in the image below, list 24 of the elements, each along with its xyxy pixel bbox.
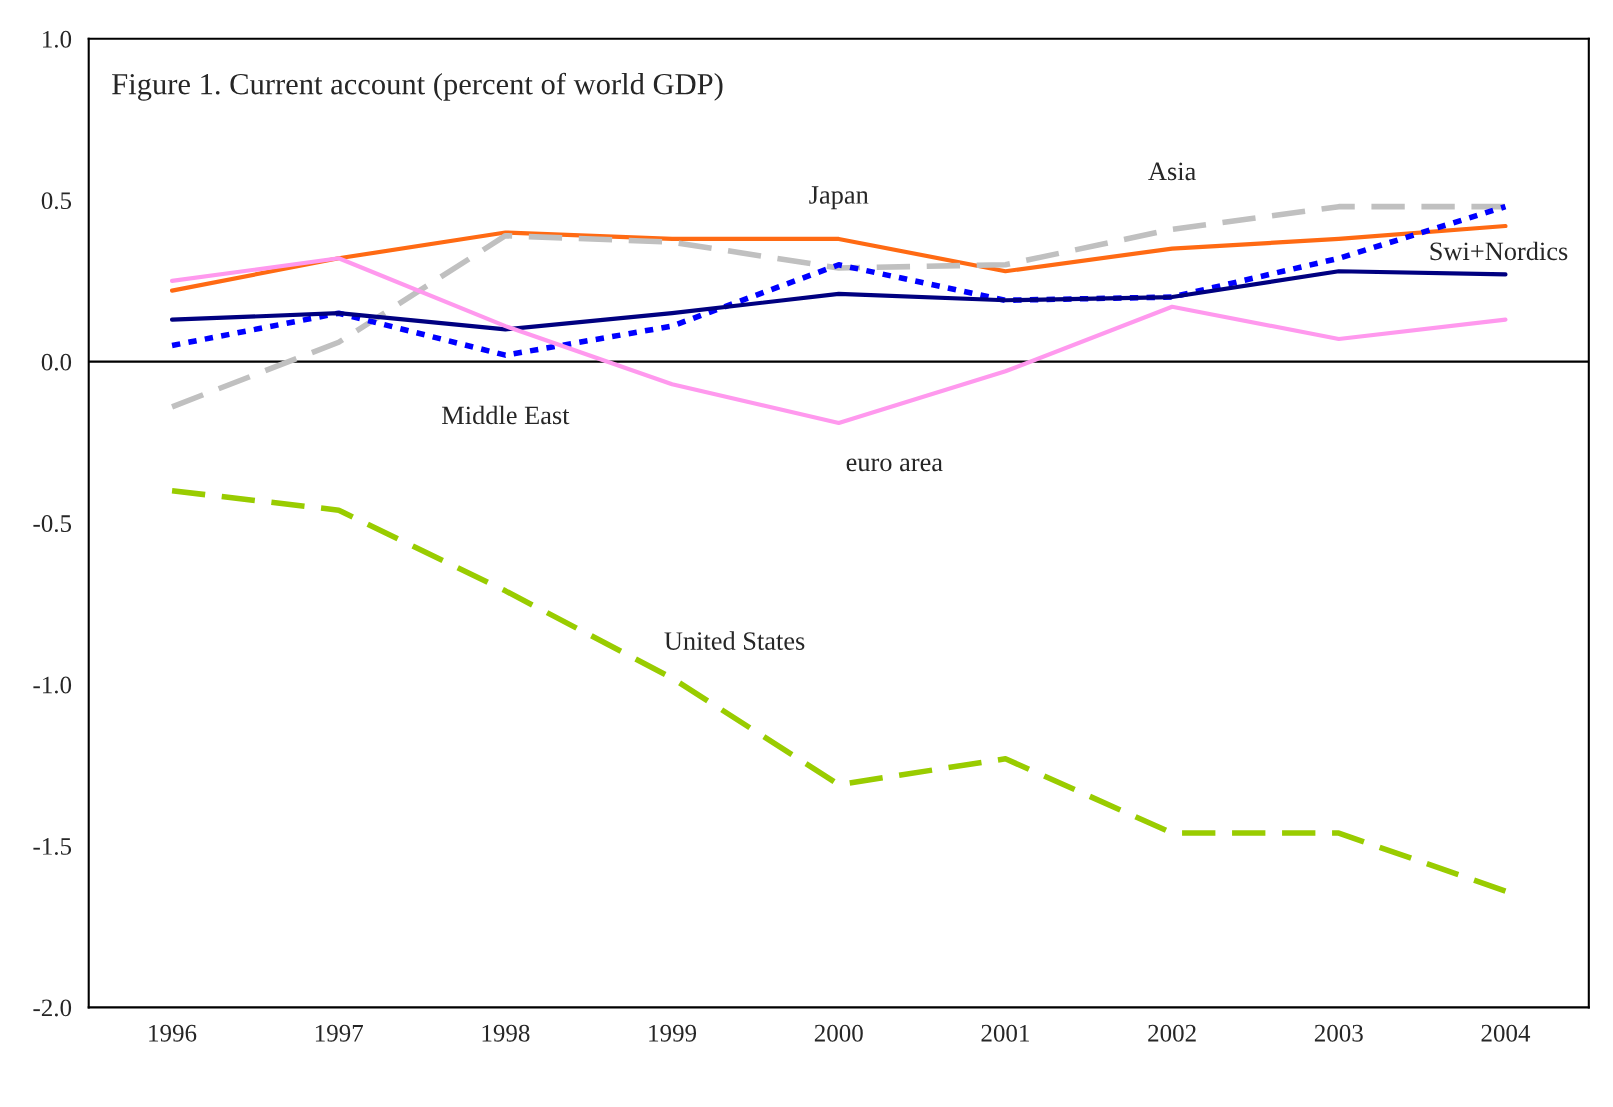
y-tick-label: -1.5	[33, 838, 72, 855]
series-label: Asia	[1148, 162, 1196, 181]
x-tick-label: 2002	[1148, 1024, 1196, 1042]
line-series	[169, 269, 1508, 332]
y-tick-label: 0.5	[41, 192, 72, 210]
x-tick-label: 2000	[814, 1024, 863, 1042]
series-label: Swi+Nordics	[1430, 241, 1568, 261]
x-tick-label: 1999	[649, 1024, 697, 1042]
series-label: Japan	[809, 186, 869, 210]
y-tick-label: 0.0	[41, 353, 72, 371]
x-tick-label: 2001	[981, 1024, 1029, 1042]
series-label: United States	[664, 631, 805, 650]
text: Figure 1. Current account (percent of world GDP)	[112, 72, 723, 101]
x-tick-label: 2004	[1481, 1024, 1531, 1042]
y-tick-label: -1.0	[33, 676, 72, 694]
text: Middle East	[442, 405, 570, 425]
series-label: euro area	[846, 458, 943, 472]
y-tick-label: -0.5	[33, 515, 72, 533]
y-tick-label: -2.0	[33, 999, 72, 1017]
x-tick-label: 1998	[482, 1024, 530, 1042]
x-tick-label: 1997	[315, 1024, 364, 1042]
x-tick-label: 2003	[1314, 1024, 1363, 1042]
y-tick-label: 1.0	[43, 30, 72, 48]
x-tick-label: 1996	[149, 1024, 197, 1042]
